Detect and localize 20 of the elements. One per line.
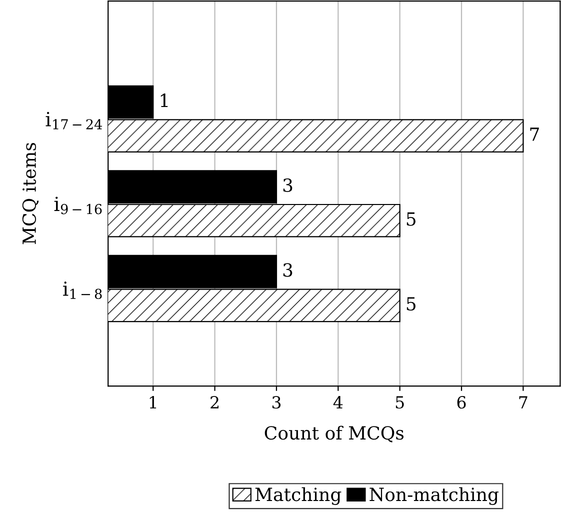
data-label: 3 bbox=[283, 178, 292, 192]
data-label: 5 bbox=[406, 212, 416, 226]
data-label: 7 bbox=[530, 128, 539, 141]
data-label: 1 bbox=[160, 94, 168, 107]
y-axis-title: MCQ items bbox=[22, 142, 39, 244]
x-tick-label: 7 bbox=[519, 396, 528, 408]
data-label: 5 bbox=[406, 297, 416, 311]
y-tick-label: i$_{1−8}$ bbox=[63, 281, 102, 300]
x-tick-label: 1 bbox=[150, 396, 156, 408]
x-axis-title: Count of MCQs bbox=[264, 426, 404, 442]
legend-label: Non-matching bbox=[370, 487, 499, 505]
x-tick-label: 4 bbox=[333, 396, 343, 408]
x-tick-label: 3 bbox=[272, 396, 281, 409]
x-tick-label: 2 bbox=[210, 396, 218, 408]
legend-label: Matching bbox=[255, 487, 342, 505]
y-tick-label: i$_{9−16}$ bbox=[54, 196, 102, 214]
data-label: 3 bbox=[283, 263, 292, 277]
x-tick-label: 5 bbox=[396, 396, 404, 409]
x-tick-label: 6 bbox=[457, 396, 466, 409]
y-tick-label: i$_{17−24}$ bbox=[46, 112, 102, 130]
